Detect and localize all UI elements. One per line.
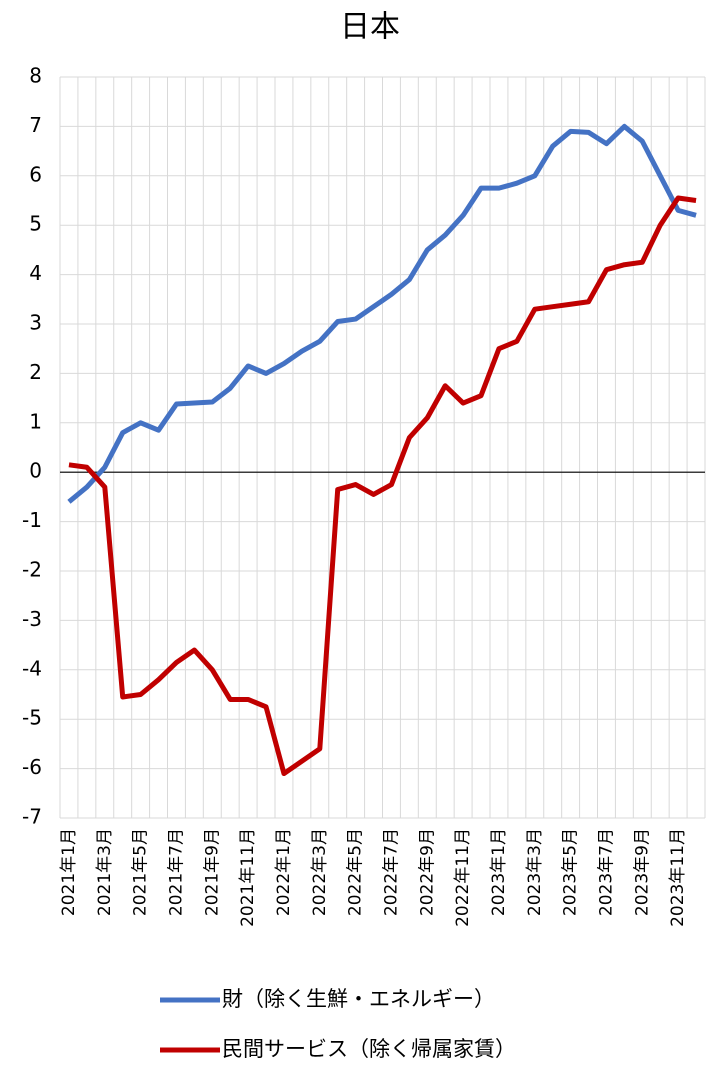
x-tick-label: 2022年3月 [310,828,330,916]
y-tick-label: 6 [29,162,42,186]
x-tick-label: 2021年7月 [166,828,186,916]
x-tick-label: 2022年7月 [381,828,401,916]
y-tick-label: -2 [22,558,42,582]
x-tick-label: 2022年5月 [346,828,366,916]
y-tick-label: -7 [22,805,42,829]
y-tick-label: 1 [29,409,42,433]
y-tick-label: 2 [29,360,42,384]
x-tick-label: 2023年5月 [561,828,581,916]
y-tick-label: -6 [22,755,42,779]
y-tick-label: 4 [29,261,42,285]
y-tick-label: -4 [22,656,42,680]
x-tick-label: 2023年1月 [489,828,509,916]
chart-title: 日本 [340,10,400,45]
y-tick-label: 7 [29,113,42,137]
series-line [68,195,697,777]
x-tick-label: 2021年3月 [95,828,115,916]
y-tick-label: -3 [22,607,42,631]
x-tick-label: 2021年11月 [238,828,258,927]
x-tick-label: 2022年11月 [453,828,473,927]
legend-label: 財（除く生鮮・エネルギー） [222,987,495,1011]
x-tick-label: 2023年7月 [596,828,616,916]
y-tick-label: 8 [29,64,42,88]
x-tick-label: 2023年3月 [525,828,545,916]
y-tick-label: -5 [22,706,42,730]
x-tick-label: 2023年11月 [668,828,688,927]
x-tick-label: 2022年1月 [274,828,294,916]
y-tick-label: 3 [29,311,42,335]
y-tick-label: -1 [22,508,42,532]
y-tick-label: 5 [29,212,42,236]
series-line [67,123,697,504]
y-tick-label: 0 [29,459,42,483]
x-tick-label: 2021年1月 [59,828,79,916]
x-tick-label: 2021年9月 [202,828,222,916]
x-tick-label: 2023年9月 [632,828,652,916]
x-tick-label: 2022年9月 [417,828,437,916]
legend-label: 民間サービス（除く帰属家賃） [222,1037,516,1061]
x-tick-label: 2021年5月 [131,828,151,916]
